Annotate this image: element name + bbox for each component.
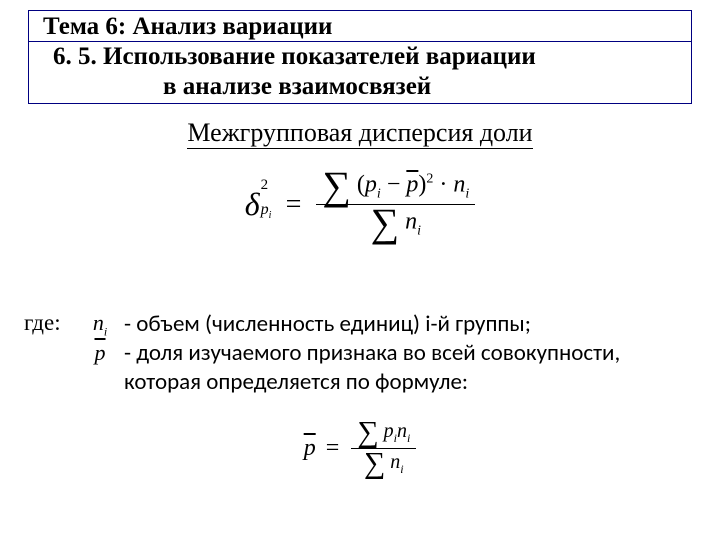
formula-mean-proportion: p = ∑ pini ∑ ni	[0, 420, 720, 477]
symbol-pbar: p	[80, 340, 120, 366]
where-line2: - доля изучаемого признака во всей совок…	[124, 339, 684, 397]
where-line1: - объем (численность единиц) i-й группы;	[124, 310, 684, 339]
subheading: Межгрупповая дисперсия доли	[0, 118, 720, 148]
title-section: 6. 5. Использование показателей вариации…	[29, 42, 691, 103]
formula2-fraction: ∑ pini ∑ ni	[351, 420, 416, 477]
definitions: где: ni p - объем (численность единиц) i…	[24, 310, 704, 396]
equals-sign: =	[264, 189, 317, 220]
formula2-equals: =	[320, 435, 352, 461]
formula1-fraction: ∑ (pi − p)2 · ni ∑ ni	[316, 170, 475, 240]
slide: Тема 6: Анализ вариации 6. 5. Использова…	[0, 0, 720, 540]
where-descriptions: - объем (численность единиц) i-й группы;…	[124, 310, 684, 396]
formula-between-group-variance: δ2pi = ∑ (pi − p)2 · ni ∑ ni	[0, 170, 720, 240]
symbol-ni: ni	[80, 310, 120, 340]
title-section-line2: в анализе взаимосвязей	[53, 73, 431, 100]
formula1-lhs: δ2pi	[245, 186, 260, 223]
title-topic: Тема 6: Анализ вариации	[29, 11, 691, 42]
subheading-text: Межгрупповая дисперсия доли	[187, 118, 532, 149]
where-symbols: ni p	[80, 310, 120, 366]
where-label: где:	[24, 310, 76, 336]
title-box: Тема 6: Анализ вариации 6. 5. Использова…	[28, 10, 692, 104]
formula2-lhs: p	[304, 435, 316, 461]
title-section-line1: 6. 5. Использование показателей вариации	[53, 43, 536, 70]
